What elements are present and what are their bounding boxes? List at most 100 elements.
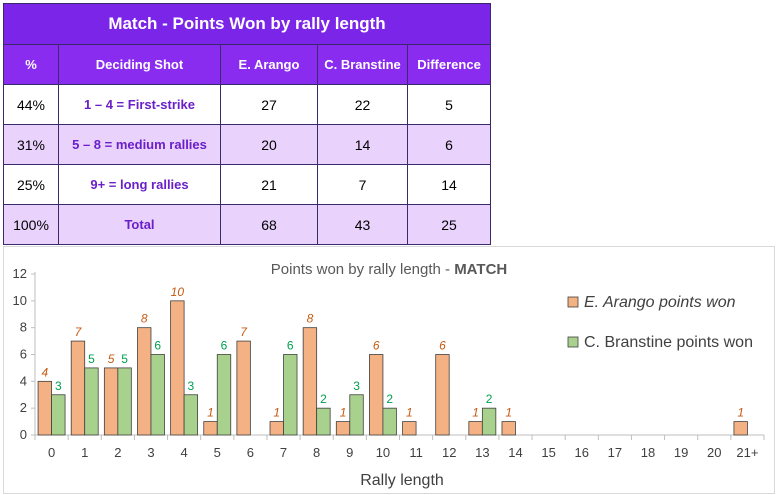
x-tick-label: 16 xyxy=(575,445,589,460)
total-difference: 25 xyxy=(406,204,492,245)
data-label-arango: 1 xyxy=(505,406,512,420)
bar-arango xyxy=(468,421,483,436)
row-percent: 44% xyxy=(3,84,59,125)
data-label-arango: 8 xyxy=(307,312,314,326)
x-tick-label: 1 xyxy=(81,445,88,460)
bar-branstine xyxy=(481,407,497,436)
x-tick-label: 4 xyxy=(180,445,187,460)
row-percent: 25% xyxy=(3,164,59,205)
data-label-arango: 7 xyxy=(240,325,248,339)
x-tick-label: 10 xyxy=(376,445,390,460)
x-tick-label: 20 xyxy=(707,445,721,460)
bar-branstine xyxy=(117,367,132,436)
data-label-branstine: 5 xyxy=(121,352,128,366)
bar-arango xyxy=(501,421,516,436)
y-tick-label: 0 xyxy=(20,427,27,442)
row-branstine: 14 xyxy=(317,124,408,165)
x-tick-label: 9 xyxy=(346,445,353,460)
data-label-branstine: 2 xyxy=(486,392,493,406)
y-tick-label: 10 xyxy=(13,293,27,308)
data-label-branstine: 5 xyxy=(88,352,95,366)
table-row: 31% 5 – 8 = medium rallies 20 14 6 xyxy=(3,124,492,165)
data-label-arango: 6 xyxy=(439,339,446,353)
x-tick-label: 5 xyxy=(214,445,221,460)
data-label-arango: 1 xyxy=(406,406,413,420)
x-axis: 0 1 2 3 4 5 6 7 8 9 10 11 12 13 14 15 16 17 18 19 20 21+ xyxy=(34,434,765,460)
data-label-arango: 10 xyxy=(171,285,185,299)
total-arango: 68 xyxy=(220,204,318,245)
row-arango: 20 xyxy=(220,124,318,165)
bar-arango xyxy=(170,300,185,436)
header-branstine: C. Branstine xyxy=(317,44,408,85)
data-label-arango: 5 xyxy=(108,352,115,366)
table-title: Match - Points Won by rally length xyxy=(2,3,492,45)
header-arango: E. Arango xyxy=(220,44,318,85)
x-tick-label: 12 xyxy=(442,445,456,460)
bar-arango xyxy=(369,354,384,436)
data-label-arango: 1 xyxy=(340,406,347,420)
x-tick-label: 15 xyxy=(541,445,555,460)
table-title-row: Match - Points Won by rally length xyxy=(2,3,492,45)
x-tick-label: 13 xyxy=(475,445,489,460)
x-tick-label: 8 xyxy=(313,445,320,460)
data-label-arango: 7 xyxy=(75,325,83,339)
bar-arango xyxy=(236,340,251,436)
header-percent: % xyxy=(3,44,59,85)
bar-arango xyxy=(203,421,218,436)
table-row: 25% 9+ = long rallies 21 7 14 xyxy=(3,164,492,205)
x-tick-label: 21+ xyxy=(736,445,758,460)
bar-branstine xyxy=(316,407,331,436)
row-arango: 27 xyxy=(220,84,318,125)
x-tick-label: 17 xyxy=(608,445,622,460)
data-label-branstine: 6 xyxy=(287,339,294,353)
data-label-arango: 1 xyxy=(737,406,744,420)
x-tick-label: 18 xyxy=(641,445,655,460)
data-label-arango: 1 xyxy=(472,406,479,420)
data-label-branstine: 3 xyxy=(353,379,360,393)
bar-branstine xyxy=(183,394,199,436)
x-tick-label: 0 xyxy=(48,445,55,460)
bar-arango xyxy=(402,421,417,436)
x-axis-title: Rally length xyxy=(360,472,444,489)
bar-arango xyxy=(335,421,351,436)
row-difference: 5 xyxy=(406,84,492,125)
x-tick-label: 19 xyxy=(674,445,688,460)
data-label-branstine: 3 xyxy=(188,379,195,393)
chart-title-emphasis: MATCH xyxy=(454,261,507,278)
bar-branstine xyxy=(283,354,298,436)
bar-series xyxy=(37,300,748,436)
bar-branstine xyxy=(51,394,66,436)
row-difference: 14 xyxy=(406,164,492,205)
row-deciding-shot: 5 – 8 = medium rallies xyxy=(58,124,221,165)
row-deciding-shot: 9+ = long rallies xyxy=(58,164,221,205)
table-total-row: 100% Total 68 43 25 xyxy=(3,204,492,245)
total-label: Total xyxy=(58,204,221,245)
bar-arango xyxy=(733,421,748,436)
bar-arango xyxy=(302,327,318,436)
bar-branstine xyxy=(84,367,99,436)
data-label-arango: 4 xyxy=(41,365,48,379)
row-branstine: 22 xyxy=(317,84,408,125)
x-tick-label: 14 xyxy=(508,445,522,460)
data-label-branstine: 2 xyxy=(320,392,327,406)
legend-label-arango: E. Arango points won xyxy=(584,294,736,311)
x-tick-label: 3 xyxy=(147,445,154,460)
data-label-branstine: 6 xyxy=(221,339,228,353)
bar-arango xyxy=(37,380,52,436)
data-label-branstine: 2 xyxy=(386,392,393,406)
header-difference: Difference xyxy=(406,44,492,85)
row-difference: 6 xyxy=(406,124,492,165)
row-arango: 21 xyxy=(220,164,318,205)
table-row: 44% 1 – 4 = First-strike 27 22 5 xyxy=(3,84,492,125)
data-label-arango: 1 xyxy=(273,406,280,420)
x-tick-label: 2 xyxy=(114,445,121,460)
y-tick-label: 2 xyxy=(20,400,27,415)
table-header-row: % Deciding Shot E. Arango C. Branstine D… xyxy=(3,44,492,85)
bar-branstine xyxy=(349,394,364,436)
bar-branstine xyxy=(382,407,397,436)
bar-arango xyxy=(103,367,119,436)
bar-branstine xyxy=(150,354,165,436)
total-percent: 100% xyxy=(3,204,59,245)
